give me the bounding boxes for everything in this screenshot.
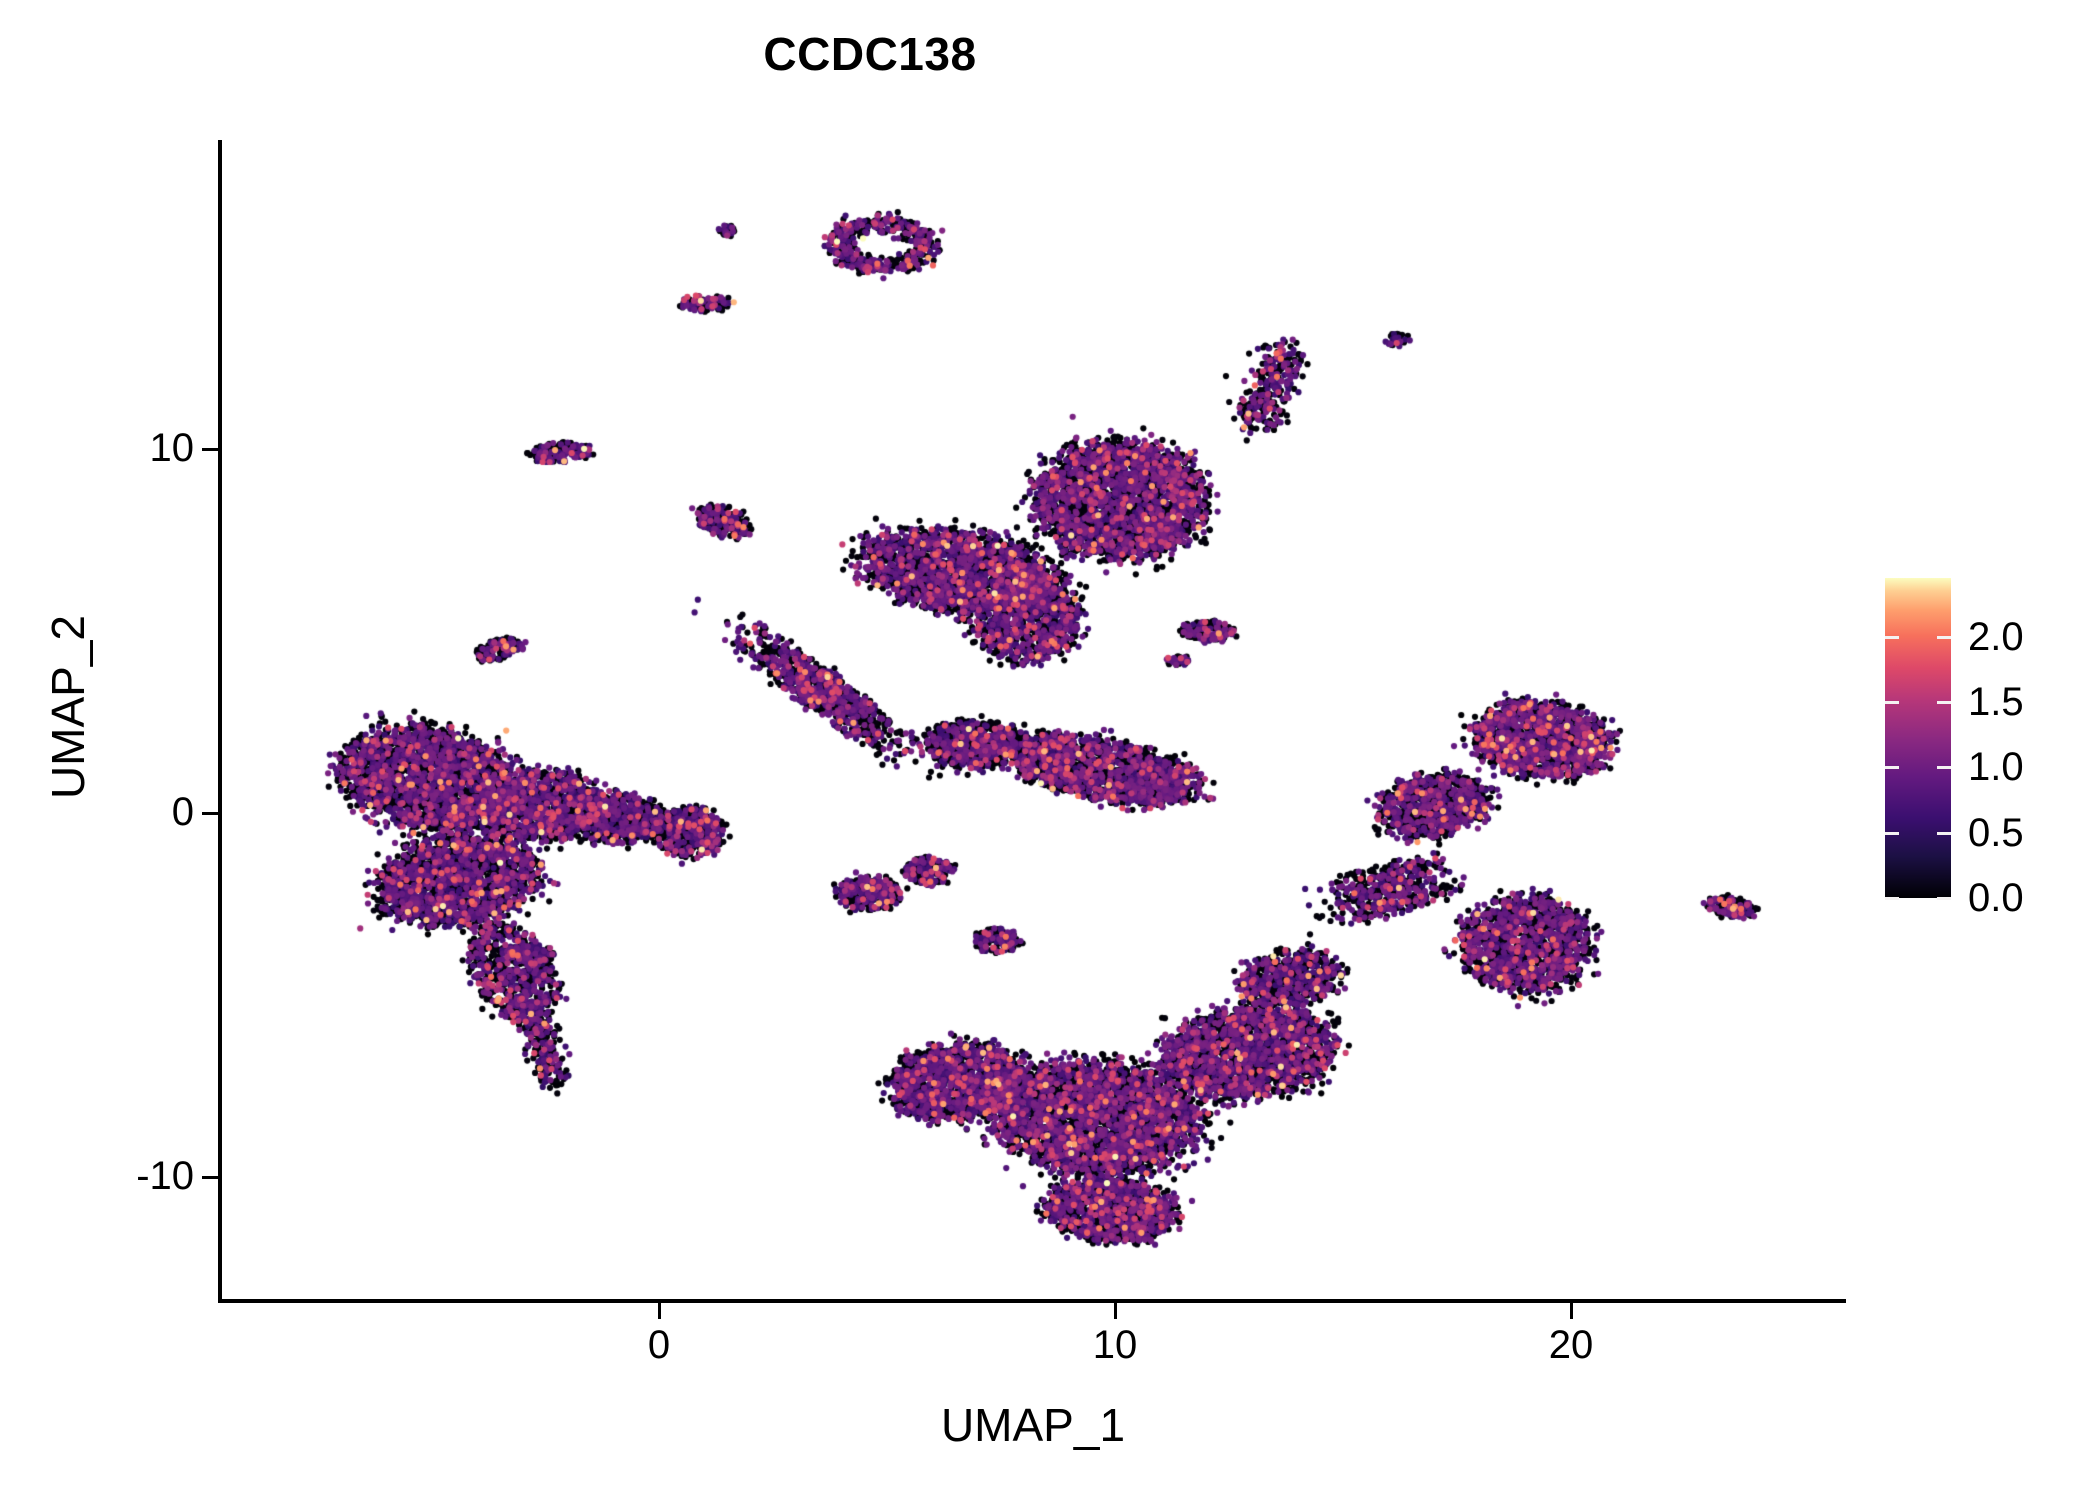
colorbar-tick-mark — [1885, 897, 1899, 900]
y-tick-mark — [202, 812, 218, 815]
y-tick-label: 10 — [149, 426, 195, 470]
colorbar-tick-mark — [1937, 897, 1951, 900]
x-axis-line — [218, 1299, 1846, 1303]
page-title: CCDC138 — [763, 28, 977, 80]
colorbar-tick-label: 0.5 — [1968, 810, 2024, 855]
colorbar-tick-mark — [1937, 831, 1951, 835]
colorbar-tick-mark — [1885, 635, 1899, 639]
y-tick-mark — [202, 448, 218, 451]
scatter-point-layer — [221, 140, 1845, 1301]
colorbar-tick-label: 1.0 — [1968, 745, 2024, 790]
colorbar-legend: 2.0 1.5 1.0 0.5 0.0 — [1882, 560, 2092, 920]
colorbar-tick-mark — [1885, 701, 1899, 705]
x-tick-label: 10 — [1092, 1323, 1138, 1367]
colorbar-tick-mark — [1937, 635, 1951, 639]
y-tick-mark — [202, 1176, 218, 1179]
colorbar-tick-mark — [1885, 831, 1899, 835]
x-tick-mark — [1570, 1303, 1573, 1319]
x-tick-mark — [658, 1303, 661, 1319]
colorbar-tick-label: 1.5 — [1968, 680, 2024, 725]
colorbar-tick-label: 2.0 — [1968, 614, 2024, 659]
colorbar-tick-mark — [1885, 766, 1899, 770]
x-axis-title: UMAP_1 — [940, 1399, 1126, 1451]
y-tick-label: 0 — [171, 790, 194, 834]
x-tick-mark — [1114, 1303, 1117, 1319]
plot-panel — [221, 140, 1845, 1301]
y-axis-line — [218, 140, 222, 1303]
colorbar-tick-mark — [1937, 701, 1951, 705]
colorbar-tick-mark — [1937, 766, 1951, 770]
colorbar-tick-label: 0.0 — [1968, 876, 2024, 920]
y-axis-title: UMAP_2 — [42, 614, 94, 800]
y-tick-label: -10 — [136, 1154, 194, 1198]
x-tick-label: 20 — [1548, 1323, 1594, 1367]
x-tick-label: 0 — [647, 1323, 671, 1367]
colorbar-gradient — [1885, 578, 1951, 898]
